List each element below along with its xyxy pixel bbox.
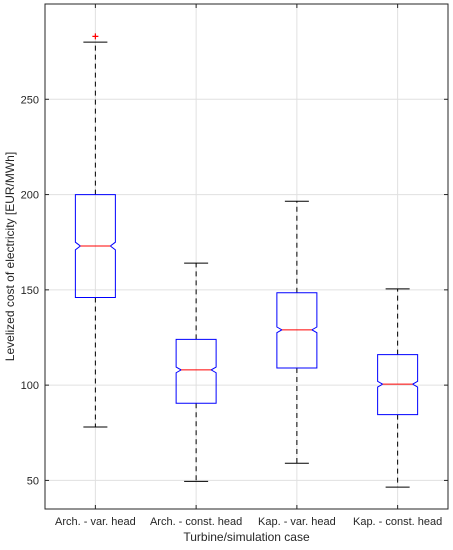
- notched-box: [377, 354, 419, 416]
- x-axis-ticks: Arch. - var. head Arch. - const. head Kap.…: [55, 4, 442, 528]
- box-group: [276, 200, 318, 464]
- notched-box: [175, 338, 217, 404]
- notched-box: [74, 194, 116, 298]
- notched-box: [276, 292, 318, 369]
- y-tick-label: 100: [21, 380, 39, 392]
- box-group: [74, 33, 116, 428]
- x-tick-label: Kap. - const. head: [353, 516, 442, 528]
- box-group: [175, 262, 217, 482]
- x-tick-label: Arch. - var. head: [55, 516, 136, 528]
- boxplot-series: [74, 33, 419, 488]
- plot-frame: [44, 3, 449, 510]
- x-axis-label: Turbine/simulation case: [183, 530, 310, 544]
- y-tick-label: 250: [21, 94, 39, 106]
- y-tick-label: 50: [27, 475, 39, 487]
- outlier-marker: [92, 33, 99, 40]
- y-tick-label: 200: [21, 190, 39, 202]
- y-axis-ticks: 50 100 150 200 250: [21, 94, 448, 487]
- y-axis-label: Levelized cost of electricity [EUR/MWh]: [3, 152, 17, 361]
- y-tick-label: 150: [21, 285, 39, 297]
- grid-lines: [45, 4, 448, 509]
- x-tick-label: Kap. - var. head: [258, 516, 336, 528]
- box-group: [377, 288, 419, 488]
- x-tick-label: Arch. - const. head: [150, 516, 242, 528]
